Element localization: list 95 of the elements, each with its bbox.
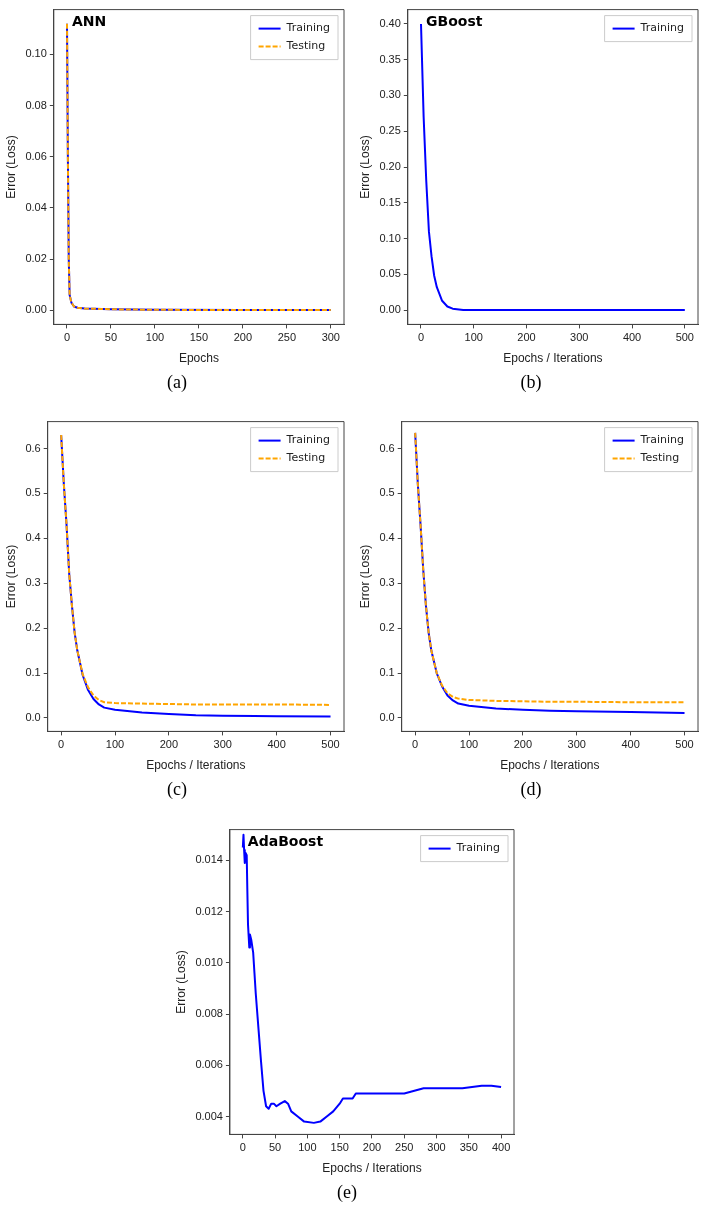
y-tick-label: 0.4 (379, 531, 395, 544)
y-tick-label: 0.014 (195, 853, 223, 866)
x-tick-label: 400 (621, 738, 640, 751)
y-tick-label: 0.0 (379, 710, 395, 723)
x-tick-label: 50 (104, 331, 118, 344)
y-axis-title: Error (Loss) (357, 544, 372, 609)
x-tick-label: 100 (464, 331, 483, 344)
x-tick-label: 500 (675, 738, 694, 751)
y-tick-label: 0.1 (25, 666, 41, 679)
x-tick-label: 300 (567, 738, 586, 751)
y-tick-label: 0.08 (25, 98, 47, 111)
text: (a) (166, 372, 188, 393)
y-tick-label: 0.10 (25, 47, 47, 60)
x-tick-label: 0 (417, 331, 425, 344)
x-tick-label: 0 (63, 331, 71, 344)
y-tick-label: 0.04 (25, 200, 47, 213)
y-tick-label: 0.1 (379, 666, 395, 679)
x-tick-label: 0 (239, 1141, 246, 1154)
x-tick-label: 500 (675, 331, 694, 344)
y-tick-label: 0.25 (379, 124, 401, 137)
x-tick-label: 200 (517, 331, 536, 344)
y-tick-label: 0.0 (25, 710, 41, 723)
y-tick-label: 0.3 (379, 576, 395, 589)
x-tick-label: 0 (412, 738, 419, 751)
y-tick-label: 0.2 (25, 621, 41, 634)
x-tick-label: 300 (427, 1141, 446, 1154)
x-axis-title: Epochs / Iterations (322, 1161, 422, 1176)
y-tick-label: 0.6 (379, 441, 395, 454)
x-tick-label: 100 (145, 331, 165, 344)
x-axis-title: Epochs / Iterations (500, 758, 600, 773)
y-tick-label: 0.35 (379, 52, 401, 65)
text: (c) (166, 779, 188, 800)
x-tick-label: 400 (267, 738, 286, 751)
x-tick-label: 50 (269, 1141, 282, 1154)
x-axis-title: Epochs / Iterations (503, 351, 603, 366)
x-tick-label: 400 (622, 331, 642, 344)
x-axis-title: Epochs (178, 351, 219, 366)
y-axis-title: Error (Loss) (173, 950, 188, 1014)
legend-label: Training (285, 433, 330, 447)
text: (e) (336, 1182, 358, 1203)
x-tick-label: 200 (513, 738, 533, 751)
y-axis-title: Error (Loss) (357, 135, 372, 199)
x-tick-label: 100 (105, 738, 125, 751)
y-tick-label: 0.10 (379, 231, 401, 244)
y-tick-label: 0.012 (195, 904, 223, 917)
legend-label: Testing (285, 451, 326, 465)
y-tick-label: 0.4 (25, 531, 41, 544)
y-tick-label: 0.3 (25, 576, 41, 589)
y-tick-label: 0.00 (25, 303, 47, 316)
x-tick-label: 300 (570, 331, 589, 344)
text: (d) (519, 779, 543, 800)
text: (b) (519, 372, 543, 393)
x-tick-label: 0 (58, 738, 65, 751)
legend-label: Testing (639, 451, 680, 465)
y-tick-label: 0.02 (25, 252, 47, 265)
x-tick-label: 100 (459, 738, 479, 751)
y-tick-label: 0.00 (379, 303, 401, 316)
x-tick-label: 200 (159, 738, 179, 751)
y-tick-label: 0.20 (379, 160, 401, 173)
y-axis-title: Error (Loss) (3, 135, 18, 199)
x-tick-label: 350 (459, 1141, 478, 1154)
x-tick-label: 300 (213, 738, 232, 751)
x-tick-label: 150 (330, 1141, 349, 1154)
y-tick-label: 0.006 (195, 1058, 223, 1071)
chart-title: ANN (72, 13, 107, 30)
x-tick-label: 200 (362, 1141, 382, 1154)
x-axis-title: Epochs / Iterations (146, 758, 246, 773)
x-tick-label: 150 (189, 331, 209, 344)
legend-label: Training (285, 21, 330, 35)
chart-title: GBoost (426, 13, 483, 30)
x-tick-label: 400 (491, 1141, 511, 1154)
y-tick-label: 0.5 (379, 486, 395, 499)
y-tick-label: 0.5 (25, 486, 41, 499)
y-tick-label: 0.2 (379, 621, 395, 634)
y-tick-label: 0.40 (379, 16, 401, 29)
legend-label: Training (639, 21, 684, 35)
chart-title: AdaBoost (247, 833, 324, 850)
legend-label: Testing (285, 39, 326, 53)
x-tick-label: 250 (395, 1141, 414, 1154)
legend-label: Training (455, 841, 500, 855)
y-tick-label: 0.6 (25, 441, 41, 454)
y-tick-label: 0.05 (379, 267, 401, 280)
y-tick-label: 0.004 (195, 1109, 223, 1122)
y-tick-label: 0.008 (195, 1007, 223, 1020)
x-tick-label: 300 (321, 331, 340, 344)
x-tick-label: 250 (277, 331, 297, 344)
legend-label: Training (639, 433, 684, 447)
y-tick-label: 0.06 (25, 149, 47, 162)
y-tick-label: 0.010 (195, 955, 223, 968)
x-tick-label: 200 (233, 331, 253, 344)
y-tick-label: 0.30 (379, 88, 401, 101)
y-axis-title: Error (Loss) (3, 544, 18, 609)
y-tick-label: 0.15 (379, 195, 401, 208)
x-tick-label: 500 (321, 738, 340, 751)
x-tick-label: 100 (298, 1141, 317, 1154)
